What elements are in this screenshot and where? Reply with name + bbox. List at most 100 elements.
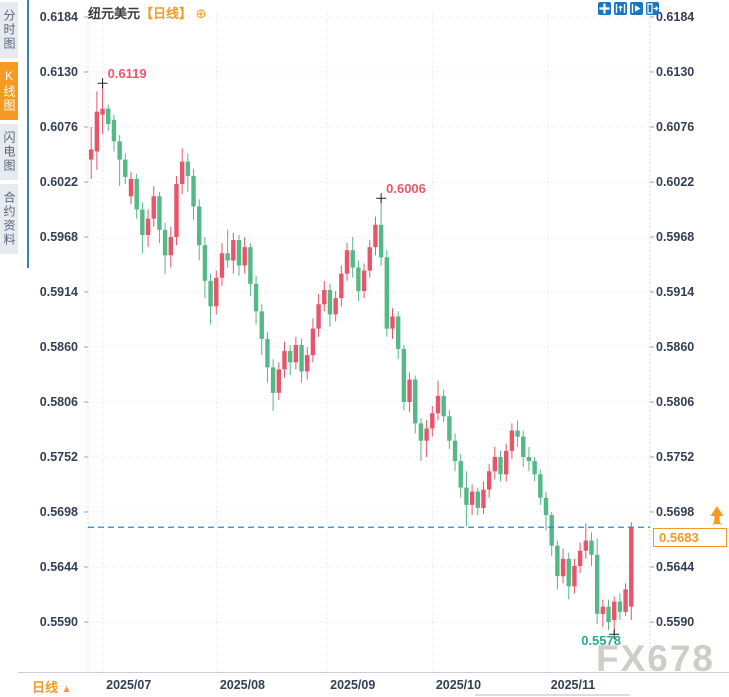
x-axis-label: 2025/07 [106, 678, 152, 692]
candle-body [339, 273, 344, 299]
timeframe-dropdown-arrow-icon: ▲ [61, 684, 72, 695]
annotation-low-label: 0.5578 [581, 633, 621, 649]
candle-body [549, 515, 554, 546]
x-axis-line [18, 672, 729, 673]
candle-body [162, 229, 168, 256]
symbol-title: 纽元美元 [88, 6, 141, 21]
candle-body [219, 253, 225, 278]
annotation-cross-marker [376, 193, 387, 204]
candle-body [94, 111, 100, 152]
candle-body [492, 457, 498, 472]
candle-body [270, 367, 276, 393]
candle-body [629, 527, 634, 607]
candle-body [174, 184, 179, 237]
timeframe-tag: 【日线】 [140, 6, 193, 21]
candle-body [333, 298, 338, 315]
pan-move-icon[interactable] [598, 2, 611, 15]
annotation-cross-marker [97, 78, 108, 89]
x-axis-label: 2025/09 [330, 678, 376, 692]
horizontal-scrollbar[interactable] [475, 694, 630, 696]
candle-body [197, 206, 202, 246]
candle-body [293, 344, 299, 363]
candle-body [378, 224, 384, 258]
y-axis-label-right: 0.5590 [656, 615, 695, 629]
candle-body [395, 316, 401, 350]
x-axis-label: 2025/10 [435, 678, 482, 692]
candle-body [435, 395, 441, 414]
candle-body [532, 461, 537, 475]
y-axis-label-left: 0.5968 [39, 230, 78, 244]
chart-header: 纽元美元【日线】 ⊕ [88, 3, 207, 22]
timeframe-tab-daily[interactable]: 日线 ▲ [32, 677, 72, 696]
chart-type-sidebar: 分时图 K线图 闪电图 合约资料 [0, 2, 18, 254]
candle-body [100, 108, 105, 115]
candle-body [515, 430, 520, 437]
candle-body [208, 280, 213, 307]
candle-body [128, 178, 134, 197]
zoom-play-icon[interactable] [630, 2, 643, 15]
chart-toolbar [598, 2, 659, 15]
candle-body [407, 379, 412, 402]
candle-body [123, 159, 128, 177]
y-axis-label-right: 0.5644 [656, 560, 695, 574]
y-axis-label-right: 0.5752 [656, 450, 695, 464]
candle-body [577, 550, 583, 566]
sidebar-tab-lightning[interactable]: 闪电图 [0, 124, 18, 180]
y-axis-label-right: 0.6022 [656, 175, 695, 189]
candle-body [447, 416, 452, 441]
zoom-range-icon[interactable] [614, 2, 627, 15]
candle-body [458, 461, 463, 488]
candle-body [140, 209, 145, 235]
y-axis-label-right: 0.5698 [656, 505, 695, 519]
candle-body [310, 328, 316, 356]
candle-body [481, 489, 486, 508]
candle-body [594, 554, 600, 614]
x-axis-label: 2025/08 [219, 678, 266, 692]
candle-body [214, 277, 219, 307]
y-axis-label-left: 0.5860 [39, 340, 78, 354]
candle-body [543, 497, 549, 516]
y-axis-label-right: 0.6076 [656, 120, 695, 134]
y-axis-label-left: 0.5914 [39, 285, 78, 299]
candle-body [390, 316, 395, 329]
candle-body [572, 565, 577, 587]
candle-body [356, 267, 361, 291]
candle-body [157, 196, 162, 230]
y-axis-label-left: 0.5806 [39, 395, 78, 409]
annotation-high-label: 0.6119 [107, 66, 147, 82]
y-axis-label-right: 0.6130 [656, 65, 695, 79]
candle-body [231, 240, 236, 261]
candle-body [316, 304, 321, 329]
export-icon[interactable] [646, 2, 659, 15]
candle-body [248, 247, 253, 284]
sidebar-tab-kline[interactable]: K线图 [0, 62, 18, 120]
candle-body [600, 606, 606, 614]
candle-body [521, 436, 526, 457]
sidebar-tab-contract-info[interactable]: 合约资料 [0, 184, 18, 254]
candle-body [145, 218, 151, 235]
candle-body [504, 450, 509, 475]
candle-body [464, 487, 469, 505]
candle-body [179, 161, 185, 185]
candle-body [134, 178, 139, 210]
candle-body [299, 344, 304, 372]
candle-body [202, 245, 208, 281]
annotation-high-label: 0.6006 [386, 181, 426, 197]
y-axis-label-left: 0.5698 [39, 505, 78, 519]
add-indicator-icon[interactable]: ⊕ [195, 6, 207, 21]
sidebar-tab-time-share[interactable]: 分时图 [0, 2, 18, 58]
candle-body [106, 108, 111, 124]
candle-body [185, 161, 191, 176]
candle-body [583, 540, 588, 551]
candle-body [236, 240, 242, 266]
y-axis-label-left: 0.5752 [39, 450, 78, 464]
y-axis-label-left: 0.6076 [39, 120, 78, 134]
timeframe-tab-label: 日线 [32, 680, 59, 695]
candle-body [526, 457, 532, 462]
candle-body [305, 355, 310, 372]
candle-body [560, 558, 566, 577]
candle-body [225, 253, 230, 261]
candle-body [367, 247, 372, 271]
candle-body [452, 440, 458, 462]
